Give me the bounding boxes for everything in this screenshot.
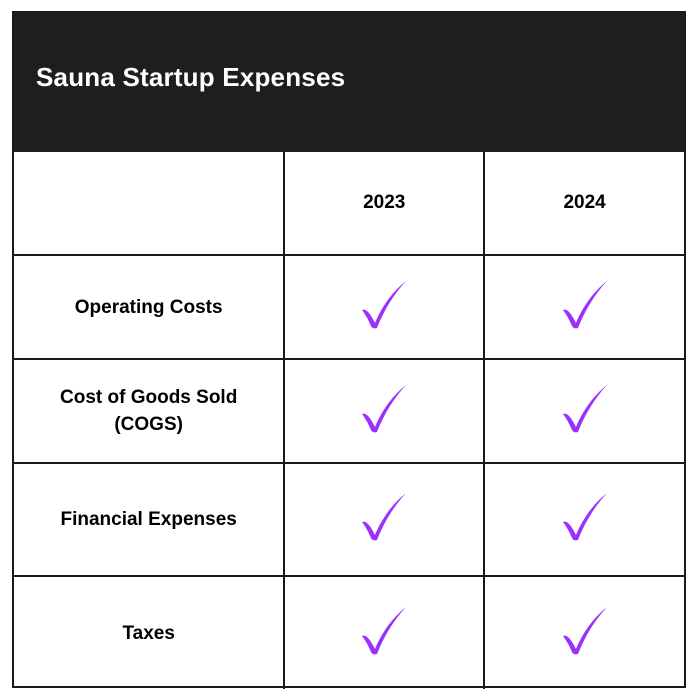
check-cell-2024: [483, 254, 684, 360]
checkmark-icon: [356, 603, 412, 659]
table-row: Operating Costs: [14, 254, 684, 360]
check-cell-2024: [483, 575, 684, 689]
expense-table-card: Sauna Startup Expenses 2023 2024 Operati…: [12, 11, 686, 689]
checkmark-icon: [557, 489, 613, 545]
row-label: Cost of Goods Sold (COGS): [60, 387, 238, 435]
check-cell-2024: [483, 358, 684, 464]
row-label-cell: Operating Costs: [14, 254, 286, 360]
checkmark-icon: [356, 381, 412, 437]
table-row: Cost of Goods Sold (COGS): [14, 358, 684, 464]
check-cell-2023: [283, 462, 486, 577]
table-header-row: 2023 2024: [14, 152, 684, 256]
checkmark-icon: [557, 603, 613, 659]
check-cell-2024: [483, 462, 684, 577]
row-label: Taxes: [122, 622, 175, 644]
checkmark-icon: [557, 381, 613, 437]
check-cell-2023: [283, 358, 486, 464]
table-row: Financial Expenses: [14, 462, 684, 577]
row-label-cell: Cost of Goods Sold (COGS): [14, 358, 286, 464]
row-label-cell: Financial Expenses: [14, 462, 286, 577]
table-header: Sauna Startup Expenses: [14, 13, 684, 152]
column-header-2024: 2024: [483, 152, 684, 256]
check-cell-2023: [283, 575, 486, 689]
corner-cell: [14, 152, 286, 256]
table-row: Taxes: [14, 575, 684, 689]
row-label: Operating Costs: [74, 296, 223, 318]
checkmark-icon: [356, 489, 412, 545]
expense-table: 2023 2024 Operating Costs Cost of Goods …: [14, 152, 684, 689]
check-cell-2023: [283, 254, 486, 360]
page-title: Sauna Startup Expenses: [36, 62, 346, 92]
checkmark-icon: [557, 277, 613, 333]
checkmark-icon: [356, 277, 412, 333]
row-label-cell: Taxes: [14, 575, 286, 689]
column-header-2023: 2023: [283, 152, 486, 256]
row-label: Financial Expenses: [60, 509, 237, 530]
